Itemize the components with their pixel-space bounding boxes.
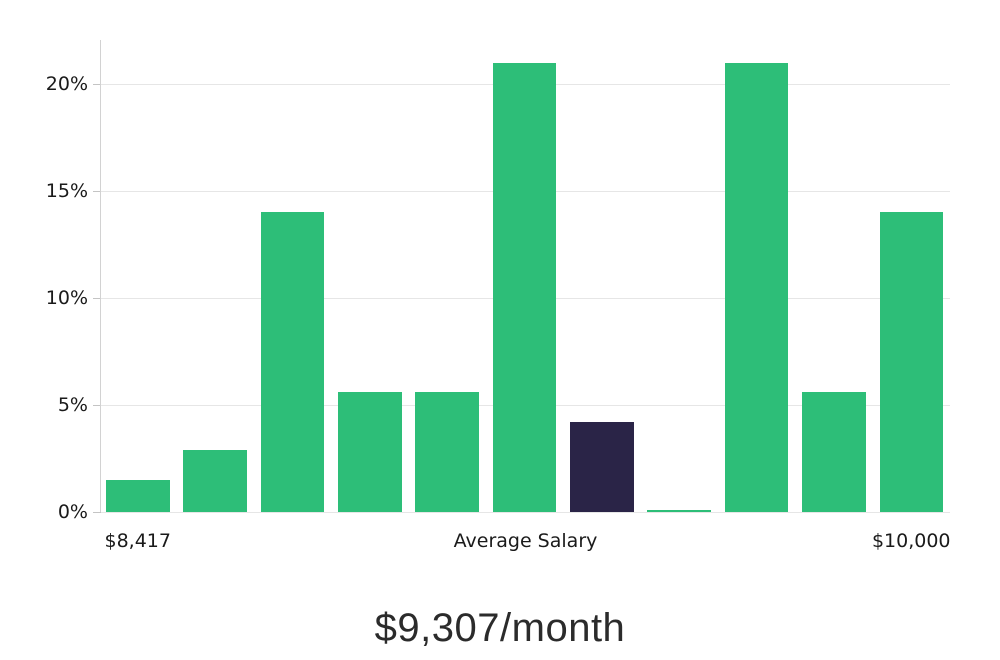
histogram-bar[interactable] <box>260 212 325 512</box>
y-axis-tick-mark <box>93 511 101 513</box>
histogram-bar[interactable] <box>338 392 402 512</box>
x-axis-tick-label: $10,000 <box>871 530 951 552</box>
x-axis-tick-label: $8,417 <box>104 530 171 552</box>
y-axis-tick-label: 20% <box>45 73 88 95</box>
y-axis-tick-label: 10% <box>45 287 88 309</box>
y-axis-tick-mark <box>93 297 101 299</box>
histogram-bar-highlighted[interactable] <box>570 422 634 512</box>
y-axis-tick-label: 15% <box>45 180 88 202</box>
histogram-bar[interactable] <box>106 479 170 512</box>
y-axis-tick-label: 0% <box>57 501 88 523</box>
y-axis-tick-label: 5% <box>57 394 88 416</box>
y-axis-tick-mark <box>93 404 101 406</box>
chart-title: $9,307/month <box>374 606 626 650</box>
histogram-bar[interactable] <box>647 509 711 512</box>
histogram-bar[interactable] <box>415 392 479 512</box>
histogram-bar[interactable] <box>802 392 866 512</box>
histogram-bar[interactable] <box>879 212 943 512</box>
histogram-bar[interactable] <box>724 62 789 512</box>
y-axis-tick-mark <box>93 83 101 85</box>
histogram-bar[interactable] <box>492 62 557 512</box>
histogram-bar[interactable] <box>183 449 247 512</box>
x-axis-tick-label: Average Salary <box>453 530 598 552</box>
gridline <box>101 511 950 513</box>
y-axis-line <box>100 40 101 512</box>
y-axis-tick-mark <box>93 190 101 192</box>
